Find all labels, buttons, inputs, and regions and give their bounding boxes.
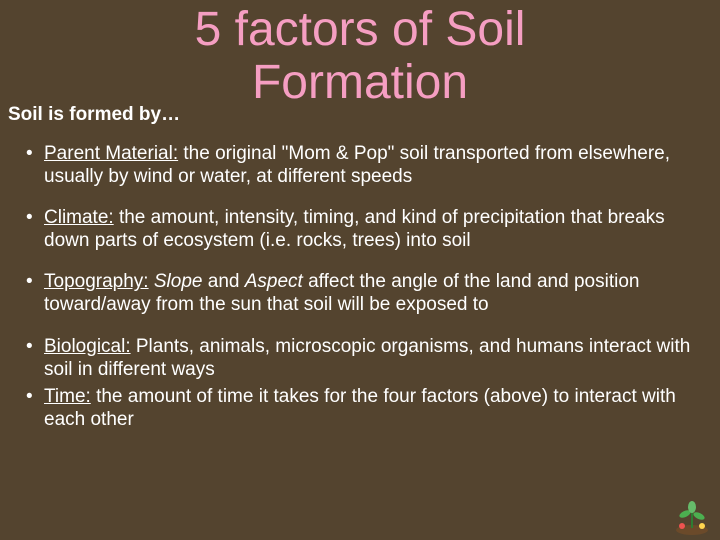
term-climate: Climate: xyxy=(44,207,114,228)
term-topography: Topography: xyxy=(44,271,149,292)
bullet-topography: Topography: Slope and Aspect affect the … xyxy=(30,270,702,316)
title-line-2: Formation xyxy=(252,56,468,109)
text-climate: the amount, intensity, timing, and kind … xyxy=(44,207,665,251)
bullet-time: Time: the amount of time it takes for th… xyxy=(30,385,702,431)
title-line-1: 5 factors of Soil xyxy=(195,3,526,56)
bullet-biological: Biological: Plants, animals, microscopic… xyxy=(30,335,702,381)
italic-slope: Slope xyxy=(154,271,203,292)
bullet-climate: Climate: the amount, intensity, timing, … xyxy=(30,206,702,252)
mid-and: and xyxy=(202,271,244,292)
slide-title: 5 factors of Soil Formation xyxy=(0,0,720,110)
italic-aspect: Aspect xyxy=(245,271,303,292)
text-time: the amount of time it takes for the four… xyxy=(44,386,676,430)
term-biological: Biological: xyxy=(44,336,131,357)
term-time: Time: xyxy=(44,386,91,407)
plant-clipart-icon xyxy=(670,492,714,536)
bullet-list: Parent Material: the original "Mom & Pop… xyxy=(0,126,720,432)
text-biological: Plants, animals, microscopic organisms, … xyxy=(44,336,690,380)
term-parent-material: Parent Material: xyxy=(44,143,178,164)
bullet-parent-material: Parent Material: the original "Mom & Pop… xyxy=(30,142,702,188)
